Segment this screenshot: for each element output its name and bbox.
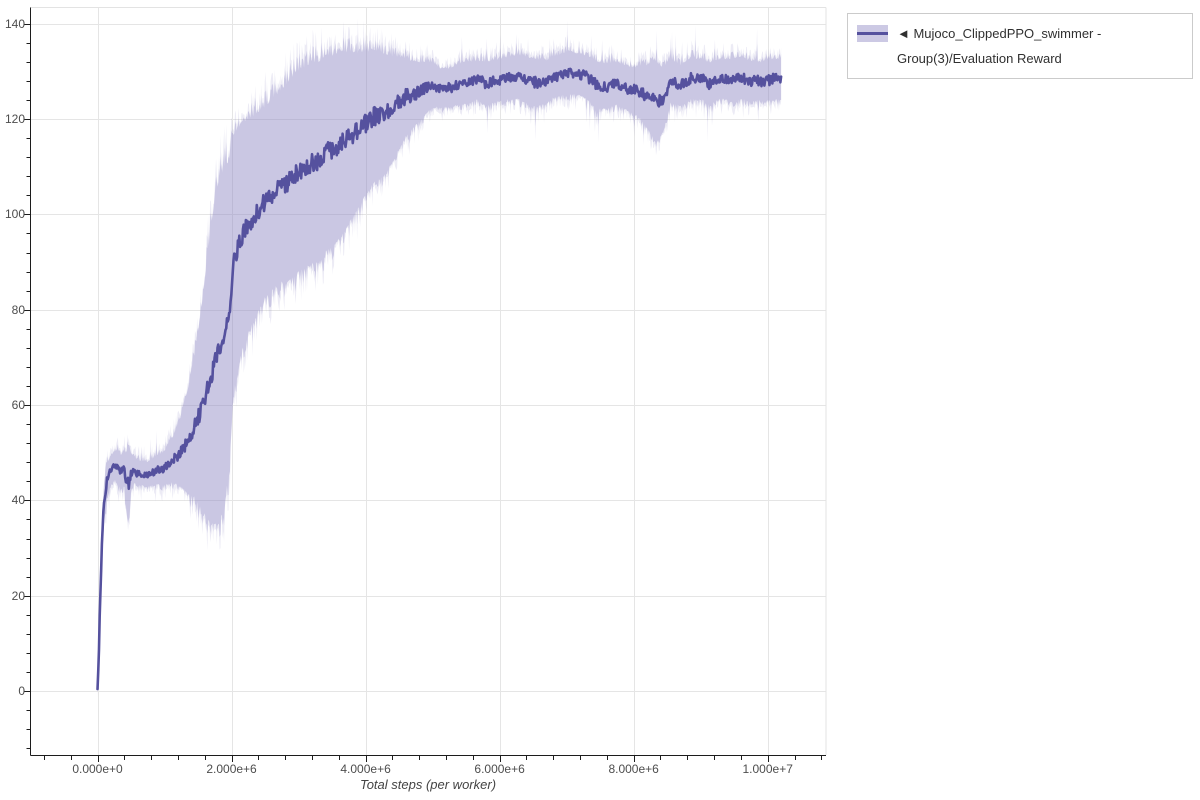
legend[interactable]: ◄ Mujoco_ClippedPPO_swimmer - Group(3)/E… (847, 13, 1193, 79)
legend-swatch-band (857, 25, 888, 42)
legend-swatch-line (857, 32, 888, 35)
x-axis-title: Total steps (per worker) (359, 777, 497, 792)
legend-label: ◄ Mujoco_ClippedPPO_swimmer - Group(3)/E… (897, 26, 1102, 66)
